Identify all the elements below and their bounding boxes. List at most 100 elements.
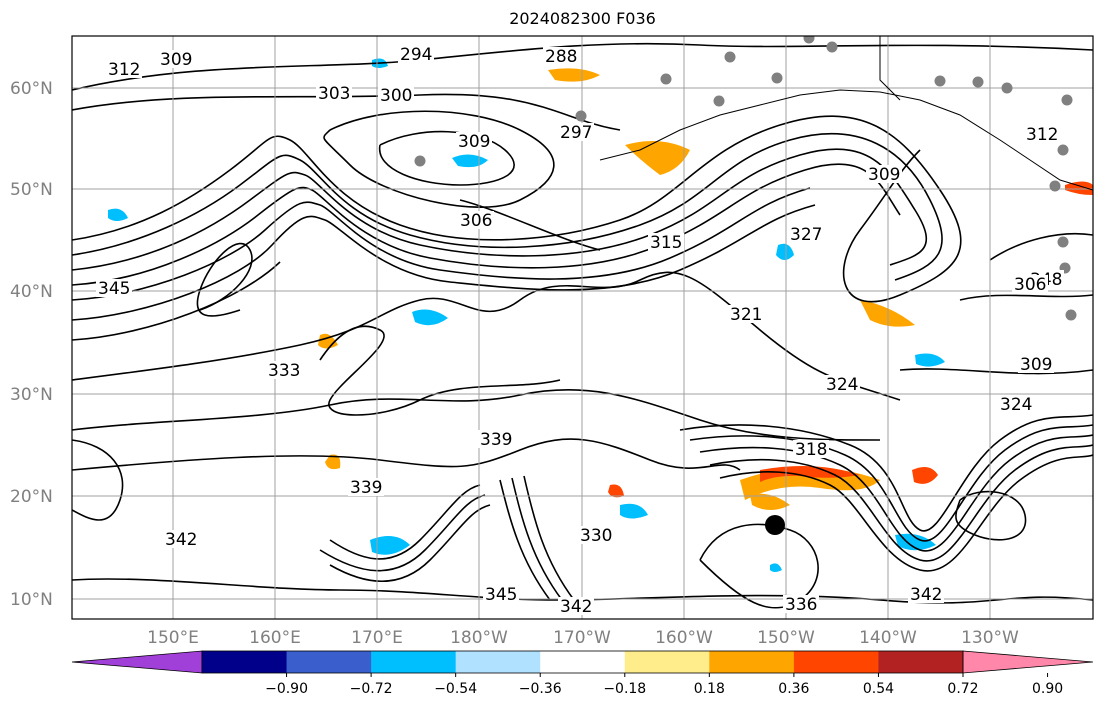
station-marker bbox=[934, 75, 946, 87]
colorbar-tick-label: 0.36 bbox=[778, 681, 809, 697]
lat-tick-label: 60°N bbox=[10, 79, 53, 99]
lat-tick-label: 20°N bbox=[10, 487, 53, 507]
contour-label-bg bbox=[648, 233, 684, 251]
colorbar-tick-label: −0.54 bbox=[434, 681, 477, 697]
lat-tick-label: 40°N bbox=[10, 282, 53, 302]
colorbar-tick-label: −0.72 bbox=[350, 681, 393, 697]
contour-label: 309 bbox=[458, 132, 490, 152]
contour-label: 288 bbox=[545, 47, 577, 67]
colorbar-segment bbox=[709, 651, 795, 673]
contour-line bbox=[679, 414, 1093, 532]
positive-anomaly bbox=[750, 493, 790, 510]
station-marker bbox=[1065, 309, 1077, 321]
colorbar-segment bbox=[371, 651, 457, 673]
contour-line bbox=[709, 444, 1093, 562]
contour-label: 309 bbox=[868, 165, 900, 185]
contour-line bbox=[319, 325, 561, 416]
contour-label-bg bbox=[998, 395, 1034, 413]
colorbar-segment bbox=[624, 651, 710, 673]
contour-label-bg bbox=[483, 585, 519, 603]
contour-line bbox=[72, 389, 881, 441]
contour-line bbox=[319, 494, 486, 572]
colorbar-tick-label: 0.72 bbox=[947, 681, 978, 697]
positive-anomaly bbox=[912, 466, 938, 484]
storm-center-marker bbox=[765, 515, 785, 535]
vorticity-shading bbox=[108, 58, 1093, 572]
colorbar-extend-min bbox=[71, 650, 203, 674]
colorbar-tick-label: 0.54 bbox=[863, 681, 894, 697]
station-markers bbox=[414, 36, 1077, 321]
contour-line bbox=[989, 232, 1093, 261]
contour-line bbox=[899, 368, 1093, 375]
contour-label: 345 bbox=[485, 585, 517, 605]
colorbar-tick-label: −0.18 bbox=[603, 681, 646, 697]
contour-line bbox=[72, 438, 741, 471]
contour-label: 300 bbox=[380, 86, 412, 106]
colorbar-segment bbox=[540, 651, 626, 673]
contour-label: 345 bbox=[98, 279, 130, 299]
positive-anomaly bbox=[608, 484, 624, 498]
contour-label: 339 bbox=[480, 430, 512, 450]
contour-label: 324 bbox=[826, 375, 858, 395]
contour-label: 312 bbox=[108, 60, 140, 80]
colorbar-segment bbox=[878, 651, 964, 673]
contour-label: 312 bbox=[1026, 125, 1058, 145]
contour-label-bg bbox=[266, 361, 302, 379]
colorbar-tick-label: 0.90 bbox=[1032, 681, 1063, 697]
contour-label-bg bbox=[728, 305, 764, 323]
contour-line bbox=[499, 479, 551, 601]
contour-label: 342 bbox=[910, 585, 942, 605]
contour-label-bg bbox=[558, 123, 594, 141]
contour-line bbox=[459, 199, 601, 251]
station-marker bbox=[414, 155, 426, 167]
contour-line bbox=[72, 439, 124, 521]
contour-label: 327 bbox=[790, 225, 822, 245]
negative-anomaly bbox=[412, 309, 448, 326]
alaska-coast bbox=[599, 89, 1093, 191]
contour-label-bg bbox=[1024, 125, 1060, 143]
contour-line bbox=[719, 454, 1093, 572]
contour-label: 321 bbox=[730, 305, 762, 325]
negative-anomaly bbox=[370, 536, 410, 555]
colorbar-segment bbox=[286, 651, 372, 673]
lat-tick-label: 10°N bbox=[10, 590, 53, 610]
contour-labels: 294 288 303 300 297 309 312 309 306 315 327 345 339 3… bbox=[96, 45, 1064, 617]
lon-tick-label: 170°E bbox=[351, 628, 403, 648]
contour-line bbox=[72, 271, 901, 401]
contour-line bbox=[379, 130, 515, 186]
negative-anomaly bbox=[776, 243, 794, 260]
contour-label-bg bbox=[316, 84, 352, 102]
station-marker bbox=[1049, 180, 1061, 192]
contour-label-bg bbox=[793, 440, 829, 458]
contour-label-bg bbox=[158, 50, 194, 68]
contour-label: 339 bbox=[350, 478, 382, 498]
contour-label: 318 bbox=[795, 440, 827, 460]
contour-label: 333 bbox=[268, 361, 300, 381]
contour-label: 309 bbox=[1020, 355, 1052, 375]
contour-label-bg bbox=[458, 211, 494, 229]
contour-label: 294 bbox=[400, 45, 432, 65]
colorbar-tick-label: −0.90 bbox=[265, 681, 308, 697]
station-marker bbox=[575, 110, 587, 122]
colorbar-segment bbox=[455, 651, 541, 673]
contour-label-bg bbox=[1012, 275, 1048, 293]
lon-tick-label: 170°W bbox=[553, 628, 611, 648]
contour-label: 303 bbox=[318, 84, 350, 104]
contour-label-bg bbox=[908, 585, 944, 603]
contour-line bbox=[959, 294, 1093, 301]
contour-label: 342 bbox=[165, 530, 197, 550]
negative-anomaly bbox=[895, 533, 936, 551]
contour-label-bg bbox=[578, 526, 614, 544]
contour-label-bg bbox=[558, 597, 594, 615]
contour-line bbox=[955, 490, 1027, 541]
contour-label: 306 bbox=[460, 211, 492, 231]
contour-line bbox=[523, 475, 575, 601]
station-marker bbox=[1057, 236, 1069, 248]
contour-line bbox=[72, 187, 811, 301]
station-marker bbox=[972, 76, 984, 88]
contour-label-bg bbox=[866, 165, 902, 183]
contour-label: 309 bbox=[160, 50, 192, 70]
colorbar-tick-label: 0.18 bbox=[694, 681, 725, 697]
contour-label-bg bbox=[783, 595, 819, 613]
